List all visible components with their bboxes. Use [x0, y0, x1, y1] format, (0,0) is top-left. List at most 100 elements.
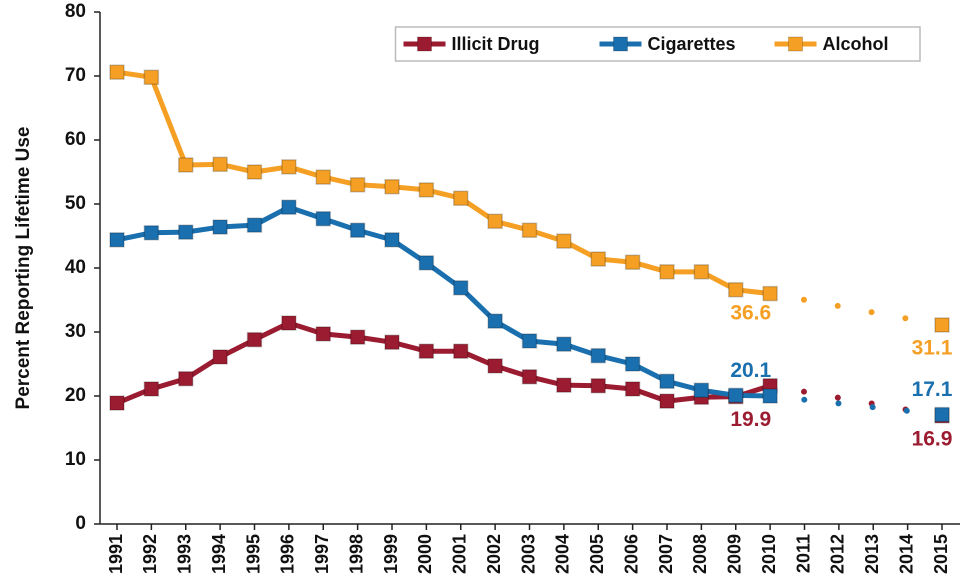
x-tick-label: 2006	[621, 534, 641, 574]
x-tick-label: 2013	[862, 534, 882, 574]
marker	[143, 69, 160, 86]
marker	[315, 210, 331, 227]
marker	[109, 64, 125, 80]
marker	[281, 315, 297, 331]
marker	[624, 381, 641, 397]
x-tick-label: 2008	[690, 534, 710, 574]
x-tick-label: 2000	[415, 534, 435, 574]
x-tick-label: 1996	[278, 534, 298, 574]
y-tick-label: 50	[65, 193, 86, 214]
gap-bridge	[767, 290, 945, 328]
marker	[109, 395, 125, 411]
x-tick-label: 2012	[828, 534, 848, 574]
legend-label: Illicit Drug	[452, 34, 540, 54]
marker	[693, 264, 710, 280]
value-label: 31.1	[912, 337, 953, 360]
marker	[315, 326, 331, 342]
marker	[384, 232, 400, 248]
legend-marker	[613, 36, 628, 52]
marker	[246, 217, 263, 233]
marker	[178, 157, 194, 173]
x-tick-label: 2009	[725, 534, 745, 574]
x-tick-label: 1991	[106, 534, 126, 574]
marker	[281, 159, 297, 175]
x-tick-label: 1995	[243, 534, 263, 574]
value-label: 17.1	[912, 378, 953, 401]
x-tick-label: 2002	[484, 534, 504, 574]
y-tick-label: 40	[65, 257, 86, 278]
marker	[659, 264, 675, 280]
marker	[556, 377, 572, 393]
marker	[728, 387, 744, 404]
marker	[109, 232, 125, 248]
marker	[281, 199, 297, 215]
x-tick-label: 1999	[381, 534, 401, 574]
marker	[178, 224, 194, 240]
y-tick-label: 30	[65, 321, 86, 342]
marker	[418, 255, 435, 271]
value-label: 19.9	[730, 408, 771, 431]
marker	[143, 381, 160, 397]
marker	[659, 393, 675, 409]
series-line	[116, 69, 771, 297]
value-label: 20.1	[730, 359, 771, 382]
y-tick-label: 10	[65, 449, 86, 470]
x-tick-label: 2007	[656, 534, 676, 574]
marker	[556, 336, 572, 352]
legend-label: Alcohol	[823, 34, 889, 54]
x-tick-label: 1994	[209, 534, 229, 574]
legend: Illicit Drug Cigarettes Alcohol	[394, 26, 921, 62]
marker	[762, 388, 778, 404]
x-tick-label: 2014	[896, 534, 916, 574]
marker	[349, 329, 366, 345]
legend-box	[394, 26, 921, 62]
legend-marker	[417, 36, 432, 52]
marker	[624, 254, 641, 270]
marker	[384, 178, 400, 195]
marker	[728, 282, 744, 298]
marker	[384, 334, 400, 350]
y-axis-title: Percent Reporting Lifetime Use	[13, 127, 34, 410]
marker	[212, 156, 228, 173]
y-tick-label: 80	[65, 1, 86, 22]
x-tick-label: 1998	[346, 534, 366, 574]
y-tick-label: 20	[65, 385, 86, 406]
marker	[521, 333, 538, 349]
marker	[178, 370, 194, 387]
marker	[590, 347, 606, 364]
series-line	[116, 204, 771, 399]
marker	[212, 219, 228, 235]
marker	[934, 317, 950, 333]
marker	[487, 313, 503, 329]
marker	[521, 222, 538, 238]
marker	[934, 406, 950, 423]
y-tick-label: 70	[65, 65, 86, 86]
x-tick-label: 2005	[587, 534, 607, 574]
marker	[453, 280, 469, 296]
legend-label: Cigarettes	[648, 34, 736, 54]
marker	[521, 369, 538, 385]
x-tick-label: 2004	[553, 534, 573, 574]
marker	[693, 382, 710, 398]
value-label: 16.9	[912, 427, 953, 450]
marker	[590, 251, 606, 267]
marker	[315, 169, 331, 185]
marker	[762, 285, 778, 302]
marker	[453, 190, 469, 206]
marker	[487, 358, 503, 374]
x-tick-label: 2011	[793, 534, 813, 573]
x-tick-label: 1993	[175, 534, 195, 574]
legend-marker	[788, 36, 803, 52]
y-tick-label: 0	[75, 513, 86, 534]
marker	[143, 225, 160, 241]
marker	[659, 373, 675, 390]
y-tick-label: 60	[65, 129, 86, 150]
x-tick-label: 2003	[518, 534, 538, 574]
x-tick-label: 1992	[140, 534, 160, 574]
marker	[349, 177, 366, 193]
value-label: 36.6	[730, 301, 771, 324]
x-tick-label: 1997	[312, 534, 332, 574]
marker	[418, 343, 435, 359]
